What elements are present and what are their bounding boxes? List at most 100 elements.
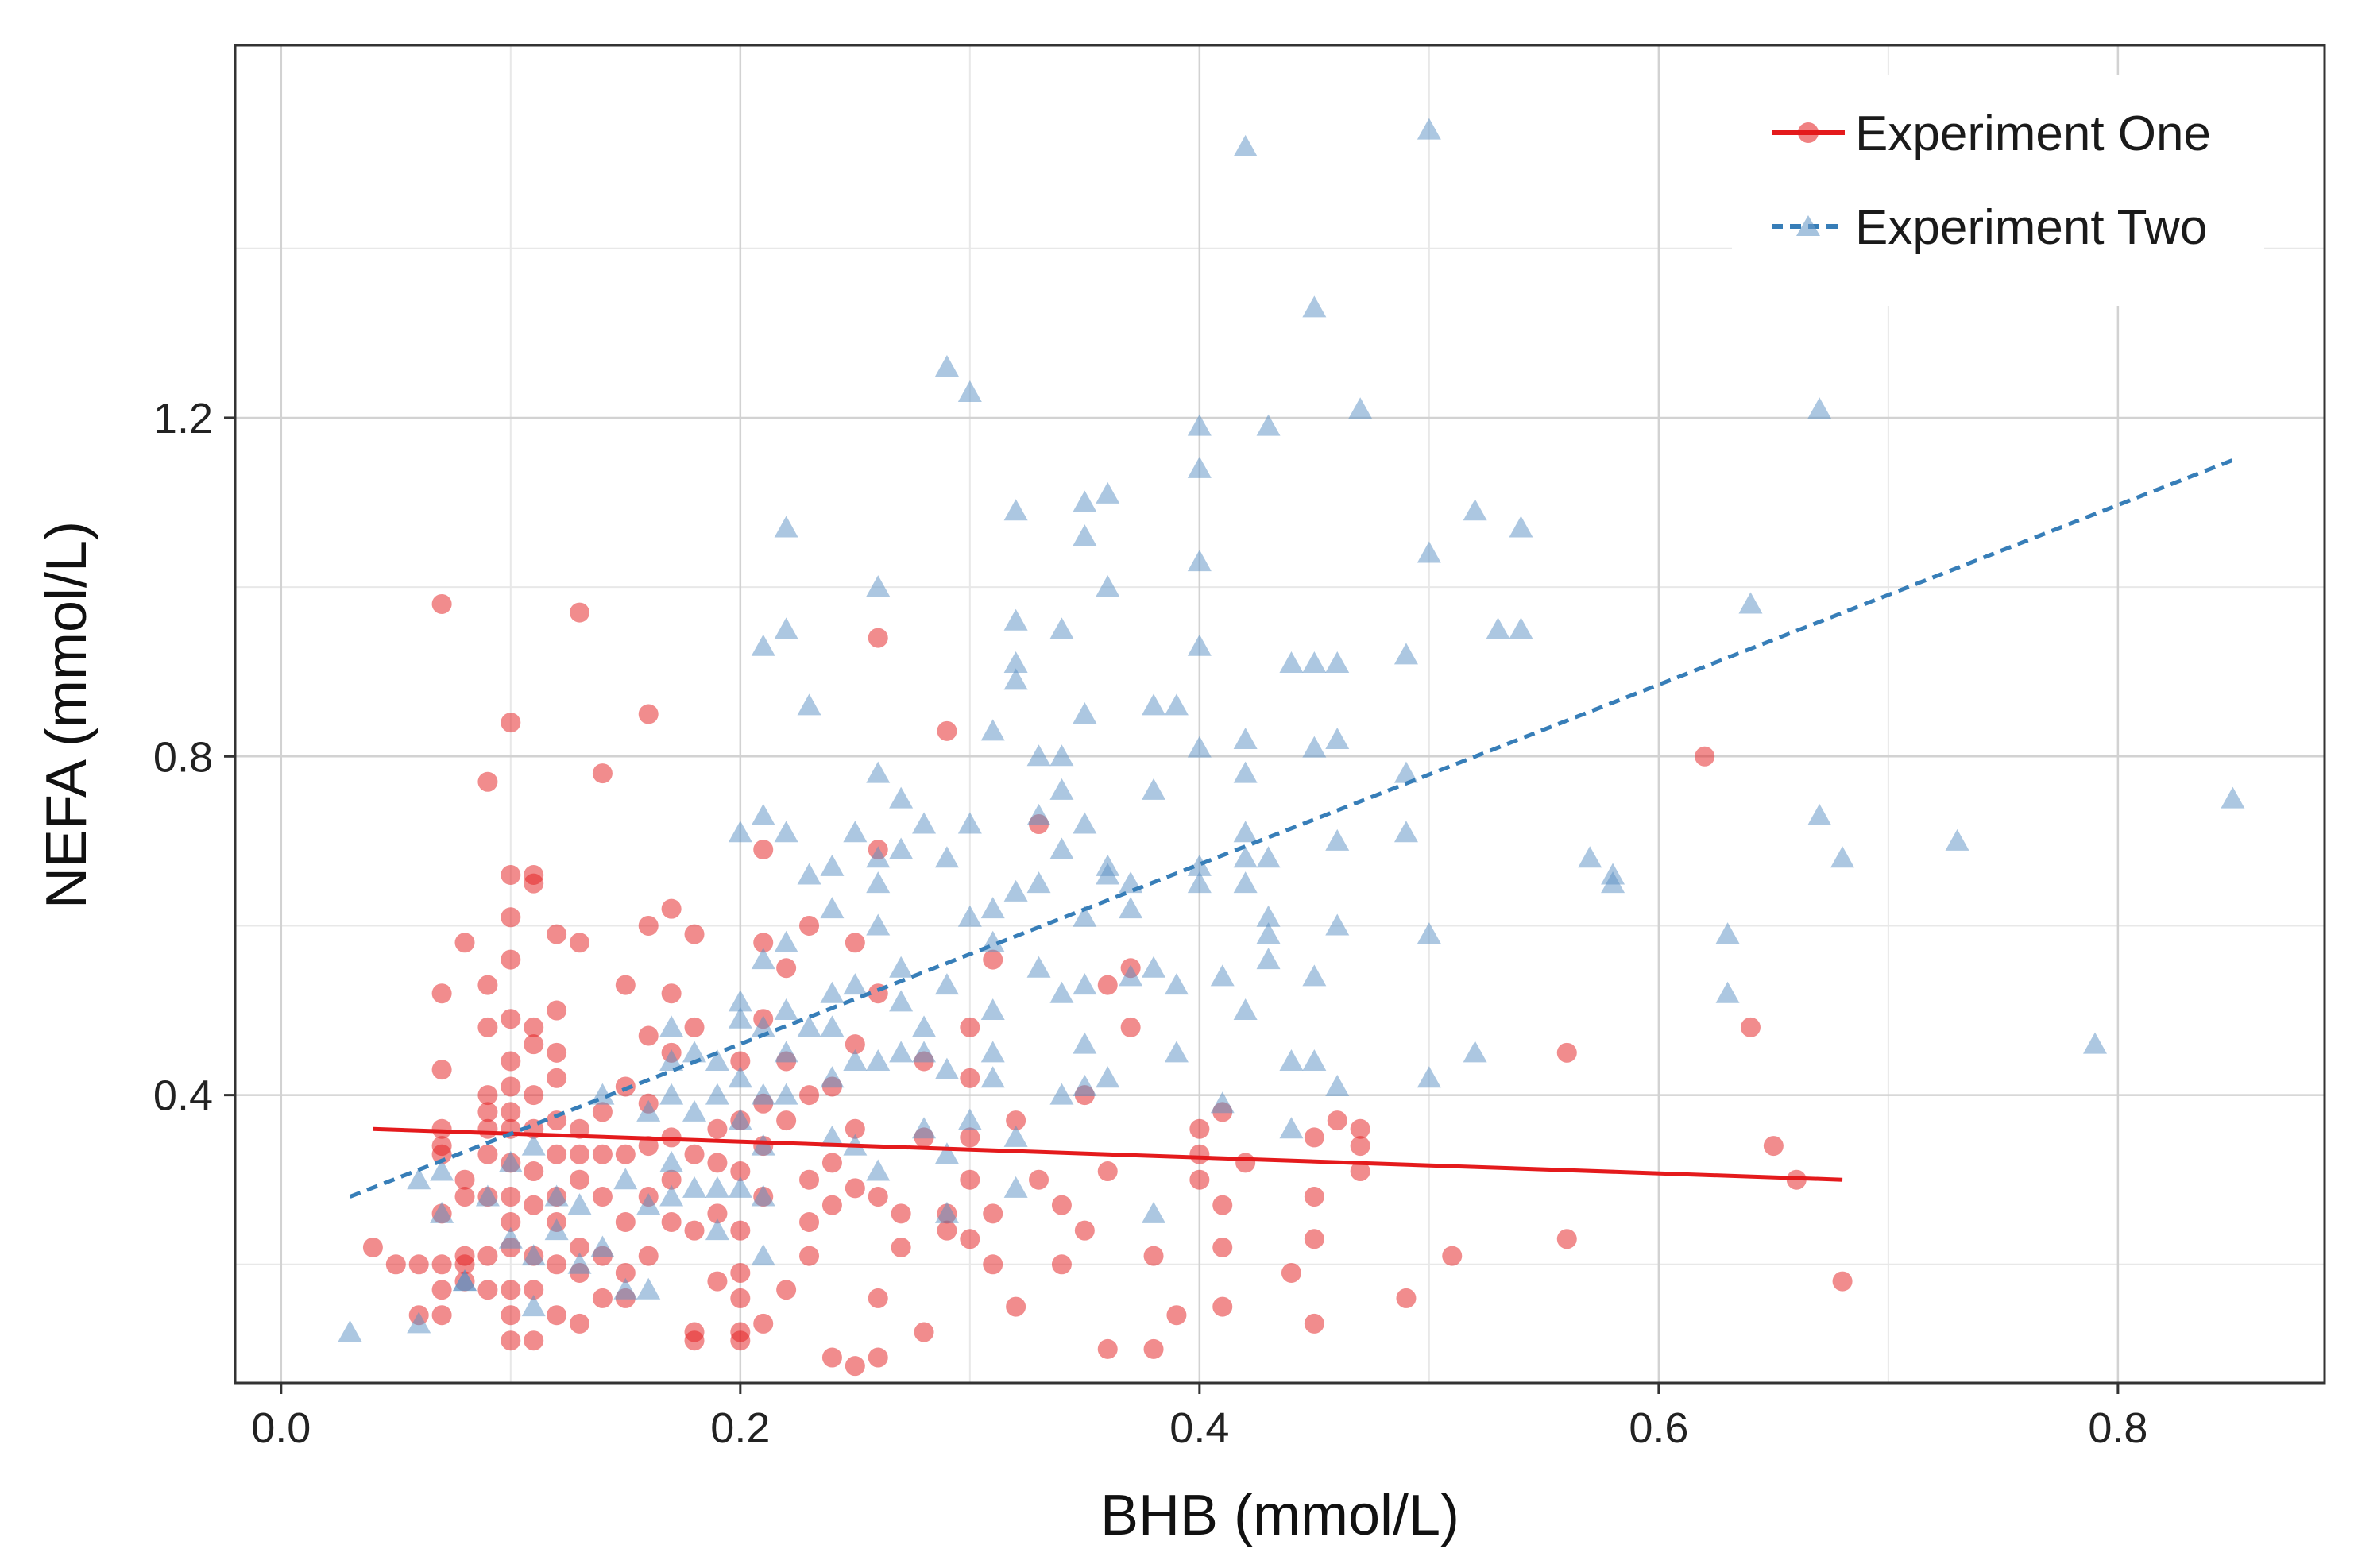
- experiment-one-point: [1143, 1338, 1164, 1359]
- experiment-two-point: [1738, 592, 1763, 614]
- experiment-two-point: [1325, 1074, 1350, 1096]
- experiment-one-point: [638, 1136, 659, 1157]
- experiment-two-point: [934, 355, 959, 377]
- experiment-two-point: [1233, 846, 1258, 868]
- experiment-one-point: [547, 1042, 567, 1063]
- experiment-one-point: [501, 713, 521, 733]
- experiment-one-point: [524, 1280, 544, 1300]
- experiment-two-point: [1003, 879, 1028, 902]
- experiment-two-point: [1486, 617, 1510, 639]
- experiment-two-point: [751, 1134, 775, 1156]
- experiment-one-point: [638, 704, 659, 724]
- experiment-two-point: [430, 1159, 454, 1181]
- experiment-one-point: [454, 1187, 475, 1207]
- experiment-two-point: [912, 812, 937, 834]
- experiment-one-point: [684, 1220, 705, 1241]
- experiment-one-point: [501, 1009, 521, 1029]
- experiment-two-point: [1049, 617, 1074, 639]
- experiment-two-point: [407, 1168, 431, 1190]
- experiment-one-point: [707, 1153, 728, 1173]
- experiment-two-point: [980, 1041, 1005, 1063]
- x-tick-label: 0.6: [1629, 1404, 1688, 1452]
- experiment-two-point: [1119, 964, 1143, 987]
- experiment-one-point: [431, 1280, 452, 1300]
- experiment-one-point: [661, 983, 682, 1004]
- experiment-one-point: [799, 1246, 820, 1266]
- experiment-two-point: [1325, 828, 1350, 851]
- experiment-one-point: [891, 1237, 911, 1257]
- experiment-one-point: [431, 1060, 452, 1080]
- experiment-two-point: [1119, 897, 1143, 919]
- experiment-two-point: [1049, 981, 1074, 1003]
- experiment-two-point: [1302, 651, 1327, 674]
- experiment-one-point: [385, 1254, 406, 1275]
- experiment-one-point: [983, 1203, 1003, 1224]
- experiment-one-point: [501, 907, 521, 928]
- experiment-two-point: [820, 897, 845, 919]
- experiment-two-point: [453, 1269, 477, 1292]
- experiment-one-point: [799, 1085, 820, 1106]
- experiment-one-point: [638, 915, 659, 936]
- experiment-one-point: [1235, 1153, 1256, 1173]
- experiment-two-point: [820, 1015, 845, 1037]
- experiment-two-point: [1463, 1041, 1487, 1063]
- experiment-one-point: [570, 1118, 590, 1139]
- experiment-one-point: [501, 1051, 521, 1072]
- experiment-one-point: [615, 1076, 636, 1097]
- experiment-one-point: [477, 771, 498, 792]
- experiment-two-point: [1164, 1041, 1189, 1063]
- experiment-two-point: [544, 1184, 569, 1207]
- experiment-one-point: [524, 1330, 544, 1351]
- experiment-two-point: [1393, 643, 1418, 665]
- experiment-two-point: [1187, 414, 1212, 436]
- experiment-one-point: [501, 1211, 521, 1232]
- experiment-two-point: [1830, 846, 1855, 868]
- experiment-two-point: [751, 948, 775, 970]
- experiment-one-point: [960, 1169, 980, 1190]
- experiment-two-point: [1142, 778, 1166, 800]
- experiment-two-point: [889, 837, 914, 859]
- experiment-two-point: [866, 761, 891, 783]
- experiment-two-point: [682, 1041, 707, 1063]
- experiment-one-fit-line: [373, 1126, 1843, 1182]
- experiment-two-point: [728, 990, 752, 1012]
- experiment-one-point: [868, 1288, 888, 1308]
- experiment-one-point: [684, 924, 705, 944]
- experiment-one-point: [501, 1102, 521, 1122]
- experiment-two-point: [1325, 727, 1350, 749]
- experiment-two-point: [1417, 118, 1441, 140]
- experiment-two-point: [1417, 1066, 1441, 1088]
- experiment-two-point: [1164, 693, 1189, 716]
- experiment-two-point: [1073, 1074, 1097, 1096]
- experiment-one-point: [615, 1144, 636, 1164]
- experiment-one-point: [821, 1153, 842, 1173]
- x-axis-ticks: 0.0 0.2 0.4 0.6 0.8: [251, 1383, 2147, 1452]
- experiment-two-point: [912, 1117, 937, 1139]
- experiment-two-point: [1187, 634, 1212, 656]
- experiment-two-point: [613, 1168, 638, 1190]
- experiment-one-point: [1304, 1127, 1324, 1148]
- experiment-two-point: [980, 1066, 1005, 1088]
- experiment-one-point: [524, 1034, 544, 1055]
- experiment-one-point: [454, 1254, 475, 1275]
- y-tick-label: 1.2: [153, 395, 213, 442]
- experiment-one-point: [776, 958, 797, 979]
- experiment-two-point: [957, 812, 982, 834]
- experiment-two-point: [1187, 736, 1212, 758]
- experiment-two-point: [1256, 948, 1281, 970]
- experiment-two-point: [751, 1184, 775, 1207]
- experiment-two-point: [1096, 481, 1120, 504]
- experiment-two-point: [728, 1176, 752, 1198]
- experiment-two-point: [659, 1150, 684, 1172]
- experiment-one-point: [730, 1288, 751, 1308]
- experiment-two-point: [1233, 871, 1258, 894]
- experiment-two-point: [1026, 871, 1051, 894]
- experiment-one-point: [431, 1305, 452, 1326]
- experiment-one-point: [845, 933, 865, 953]
- experiment-one-point: [431, 1254, 452, 1275]
- y-axis-title: NEFA (mmol/L): [35, 521, 99, 909]
- experiment-one-point: [477, 1246, 498, 1266]
- experiment-two-point: [1049, 1083, 1074, 1105]
- experiment-two-point: [1807, 803, 1832, 825]
- experiment-two-point: [521, 1134, 546, 1156]
